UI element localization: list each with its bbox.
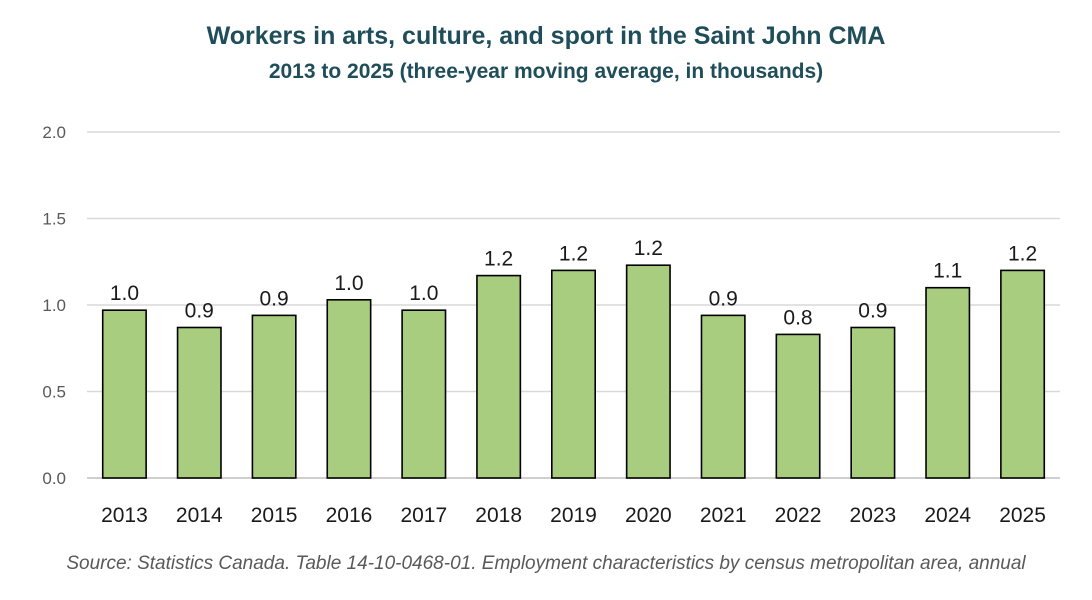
data-label: 0.9 — [858, 299, 887, 322]
data-label: 1.1 — [933, 260, 962, 283]
data-label: 1.0 — [334, 272, 363, 295]
x-tick-label: 2025 — [999, 504, 1046, 527]
bar-2017 — [401, 309, 447, 479]
y-axis-ticks: 0.0 0.5 1.0 1.5 2.0 — [42, 123, 66, 488]
source-note: Source: Statistics Canada. Table 14-10-0… — [66, 553, 1026, 574]
bar-2024 — [925, 286, 971, 479]
data-label: 1.2 — [1008, 242, 1037, 265]
data-label: 1.2 — [559, 242, 588, 265]
bar-2015 — [251, 314, 297, 479]
x-tick-label: 2014 — [176, 504, 223, 527]
data-label: 1.0 — [110, 282, 139, 305]
x-axis-ticks: 2013 2014 2015 2016 2017 2018 2019 2020 2021 2022… — [101, 504, 1046, 527]
bars — [101, 264, 1046, 479]
x-tick-label: 2017 — [400, 504, 447, 527]
y-tick-label: 2.0 — [42, 123, 66, 142]
x-tick-label: 2013 — [101, 504, 148, 527]
x-tick-label: 2016 — [326, 504, 373, 527]
x-tick-label: 2015 — [251, 504, 298, 527]
bar-2018 — [476, 274, 522, 479]
bar-2013 — [101, 309, 147, 479]
bar-2025 — [1000, 269, 1046, 479]
x-tick-label: 2021 — [700, 504, 747, 527]
data-label: 0.9 — [260, 287, 289, 310]
bar-2014 — [176, 326, 222, 479]
x-tick-label: 2019 — [550, 504, 597, 527]
data-labels: 1.0 0.9 0.9 1.0 1.0 1.2 1.2 1.2 0.9 0.8 0.9 1.1 1.2 — [110, 237, 1037, 329]
bar-chart: 0.0 0.5 1.0 1.5 2.0 1.0 0.9 0.9 1.0 1.0 1.2 1.2 1.2… — [42, 123, 1060, 527]
bar-2023 — [850, 326, 896, 479]
data-label: 1.2 — [634, 237, 663, 260]
data-label: 0.9 — [185, 299, 214, 322]
x-tick-label: 2024 — [924, 504, 971, 527]
data-label: 1.0 — [409, 282, 438, 305]
y-tick-label: 1.0 — [42, 296, 66, 315]
chart-title: Workers in arts, culture, and sport in t… — [206, 22, 886, 50]
bar-2016 — [326, 299, 372, 479]
x-tick-label: 2022 — [775, 504, 822, 527]
data-label: 0.9 — [709, 287, 738, 310]
bar-2022 — [775, 333, 821, 479]
chart-subtitle: 2013 to 2025 (three-year moving average,… — [268, 60, 824, 83]
y-tick-label: 0.0 — [42, 469, 66, 488]
x-tick-label: 2020 — [625, 504, 672, 527]
bar-2021 — [700, 314, 746, 479]
y-tick-label: 1.5 — [42, 210, 66, 229]
bar-2019 — [550, 269, 597, 479]
x-tick-label: 2023 — [850, 504, 897, 527]
x-tick-label: 2018 — [475, 504, 522, 527]
y-tick-label: 0.5 — [42, 383, 66, 402]
data-label: 1.2 — [484, 248, 513, 271]
data-label: 0.8 — [783, 306, 812, 329]
bar-2020 — [625, 264, 671, 479]
